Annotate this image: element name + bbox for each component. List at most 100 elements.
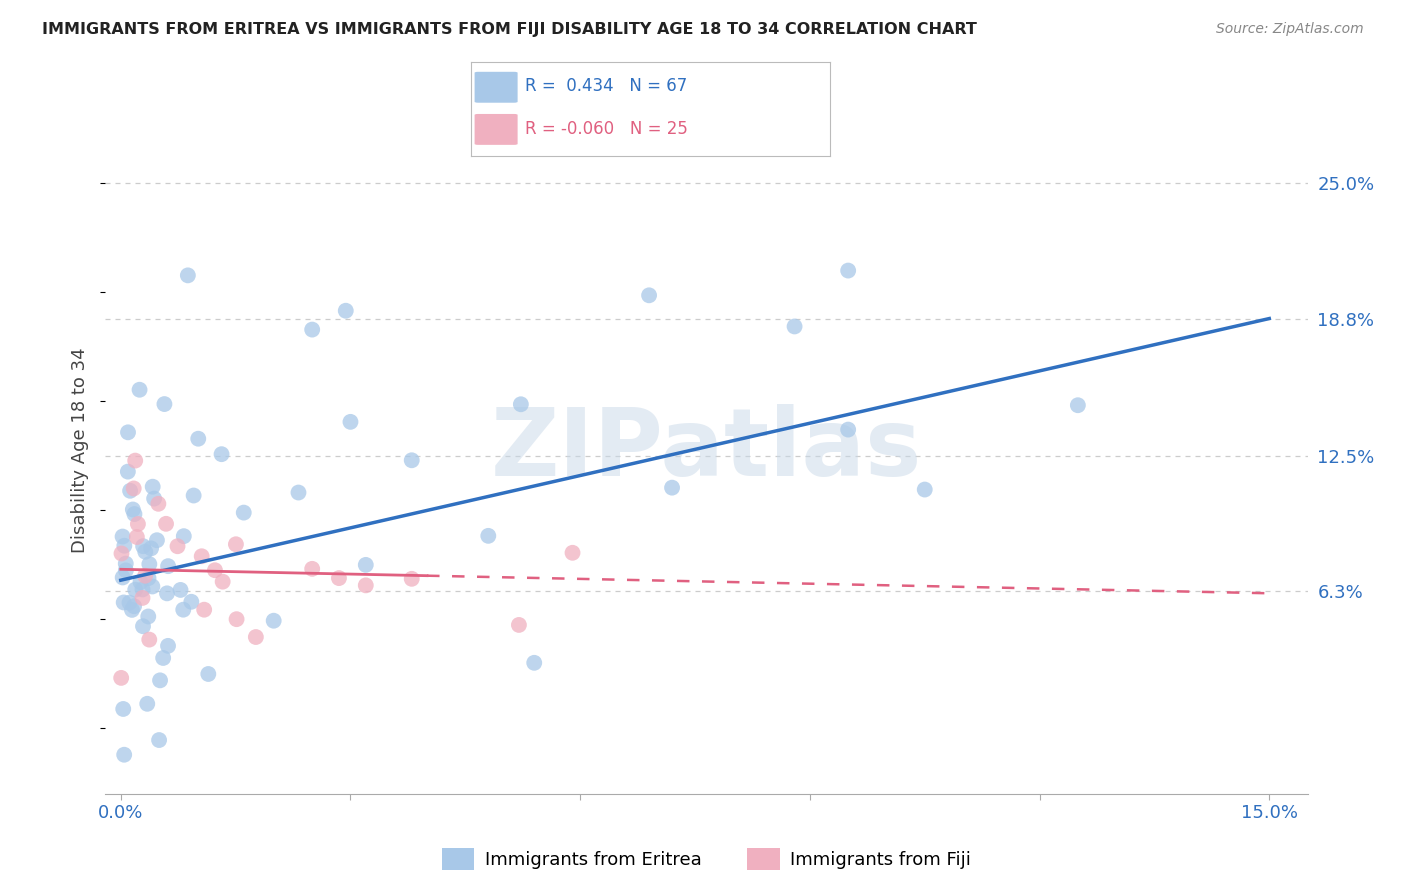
Point <box>638 288 661 302</box>
Point <box>157 639 180 653</box>
Legend: Immigrants from Eritrea, Immigrants from Fiji: Immigrants from Eritrea, Immigrants from… <box>434 841 979 878</box>
Point <box>138 557 160 571</box>
Point <box>661 481 683 495</box>
Point <box>339 415 361 429</box>
Point <box>172 602 194 616</box>
Point <box>180 595 202 609</box>
Point <box>523 656 546 670</box>
Point <box>177 268 200 283</box>
Point <box>211 574 233 589</box>
Point <box>124 453 146 467</box>
Point <box>122 482 145 496</box>
Text: R = -0.060   N = 25: R = -0.060 N = 25 <box>524 120 688 138</box>
Point <box>157 559 180 574</box>
Point <box>148 497 170 511</box>
Point <box>136 697 159 711</box>
Point <box>328 571 350 585</box>
Point <box>122 599 145 614</box>
Point <box>129 575 152 590</box>
Point <box>783 319 806 334</box>
Point <box>131 582 153 597</box>
Point <box>193 603 215 617</box>
Point <box>183 489 205 503</box>
Point <box>120 483 142 498</box>
Point <box>111 570 134 584</box>
Point <box>110 671 132 685</box>
Point <box>127 516 149 531</box>
Point <box>128 383 150 397</box>
Point <box>509 397 531 411</box>
Point <box>111 530 134 544</box>
Point <box>561 546 583 560</box>
Point <box>117 425 139 440</box>
Point <box>173 529 195 543</box>
Point <box>914 483 936 497</box>
Point <box>121 603 143 617</box>
Point <box>114 557 136 571</box>
Point <box>245 630 267 644</box>
Point <box>149 673 172 688</box>
Point <box>211 447 233 461</box>
Point <box>142 480 165 494</box>
Point <box>477 529 499 543</box>
Point <box>287 485 309 500</box>
Text: R =  0.434   N = 67: R = 0.434 N = 67 <box>524 78 688 95</box>
Point <box>232 506 254 520</box>
Point <box>121 502 143 516</box>
Point <box>190 549 212 564</box>
Point <box>169 582 191 597</box>
Point <box>354 578 377 592</box>
Y-axis label: Disability Age 18 to 34: Disability Age 18 to 34 <box>72 348 90 553</box>
Point <box>125 530 148 544</box>
Point <box>112 595 135 609</box>
Point <box>354 558 377 572</box>
Point <box>837 423 859 437</box>
Point <box>155 516 177 531</box>
Point <box>263 614 285 628</box>
Point <box>187 432 209 446</box>
Point <box>335 303 357 318</box>
Point <box>138 632 160 647</box>
Point <box>124 582 146 597</box>
Point <box>132 539 155 553</box>
Point <box>143 491 166 506</box>
FancyBboxPatch shape <box>475 72 517 103</box>
Point <box>132 619 155 633</box>
Point <box>225 537 247 551</box>
Point <box>401 572 423 586</box>
Point <box>225 612 247 626</box>
Point <box>115 563 138 577</box>
Point <box>156 586 179 600</box>
Point <box>1067 398 1090 412</box>
FancyBboxPatch shape <box>475 114 517 145</box>
Text: Source: ZipAtlas.com: Source: ZipAtlas.com <box>1216 22 1364 37</box>
Point <box>837 263 859 277</box>
Point <box>301 323 323 337</box>
Point <box>134 545 156 559</box>
Point <box>136 609 159 624</box>
Point <box>139 541 162 556</box>
Point <box>153 397 176 411</box>
Point <box>508 618 530 632</box>
Text: ZIPatlas: ZIPatlas <box>491 404 922 497</box>
Point <box>146 533 169 548</box>
Point <box>134 568 156 582</box>
Point <box>152 651 174 665</box>
Point <box>204 563 226 577</box>
Point <box>131 591 153 605</box>
Point <box>141 579 163 593</box>
Text: IMMIGRANTS FROM ERITREA VS IMMIGRANTS FROM FIJI DISABILITY AGE 18 TO 34 CORRELAT: IMMIGRANTS FROM ERITREA VS IMMIGRANTS FR… <box>42 22 977 37</box>
Point <box>112 702 135 716</box>
Point <box>112 539 135 553</box>
Point <box>138 571 160 585</box>
Point <box>197 667 219 681</box>
Point <box>166 539 188 553</box>
Point <box>148 733 170 747</box>
Point <box>401 453 423 467</box>
Point <box>124 507 146 521</box>
Point <box>118 596 141 610</box>
Point <box>112 747 135 762</box>
Point <box>301 562 323 576</box>
Point <box>127 858 149 872</box>
Point <box>117 465 139 479</box>
